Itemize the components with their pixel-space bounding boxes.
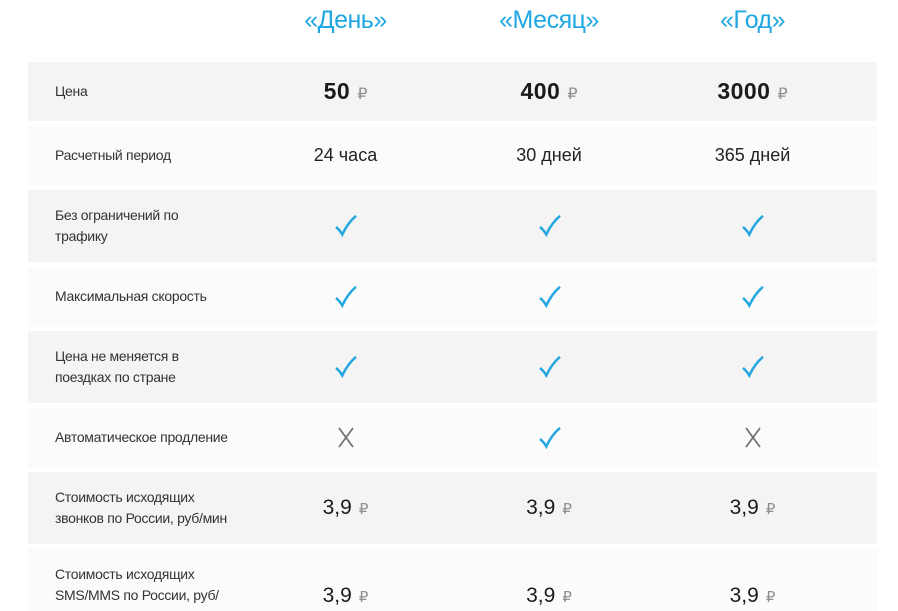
check-icon bbox=[742, 355, 764, 379]
table-row: Стоимость исходящих SMS/MMS по России, р… bbox=[28, 549, 877, 611]
price-value: 3,9 bbox=[322, 583, 352, 607]
row-cell: 3,9 ₽ bbox=[447, 496, 651, 520]
table-row: Максимальная скорость bbox=[28, 267, 877, 326]
row-label: Стоимость исходящих SMS/MMS по России, р… bbox=[55, 566, 219, 611]
check-icon bbox=[742, 285, 764, 308]
row-label: Расчетный период bbox=[55, 147, 171, 163]
row-label: Максимальная скорость bbox=[55, 288, 207, 304]
check-icon bbox=[538, 285, 561, 308]
ruble-sign: ₽ bbox=[358, 501, 369, 518]
column-header-month[interactable]: «Месяц» bbox=[499, 6, 599, 34]
cross-icon bbox=[744, 427, 761, 448]
ruble-sign: ₽ bbox=[562, 588, 572, 606]
column-header-year[interactable]: «Год» bbox=[719, 6, 786, 34]
price-value: 50 bbox=[323, 78, 351, 104]
row-cell bbox=[244, 214, 447, 238]
cell-text: 24 часа bbox=[313, 145, 378, 165]
column-header-day[interactable]: «День» bbox=[304, 6, 387, 34]
row-cell: 3,9 ₽ bbox=[651, 496, 854, 520]
table-row: Расчетный период 24 часа 30 дней 365 дне… bbox=[28, 126, 877, 185]
row-cell bbox=[447, 426, 651, 450]
check-icon bbox=[335, 214, 357, 238]
row-cell: 30 дней bbox=[447, 145, 651, 166]
check-icon bbox=[335, 285, 357, 308]
ruble-sign: ₽ bbox=[765, 501, 776, 518]
row-cell: 3,9 ₽ bbox=[447, 584, 651, 608]
row-label: Автоматическое продление bbox=[55, 429, 228, 445]
ruble-sign: ₽ bbox=[562, 501, 572, 518]
cross-icon bbox=[337, 427, 354, 448]
price-value: 3,9 bbox=[729, 583, 759, 607]
row-cell: 400 ₽ bbox=[447, 78, 651, 105]
table-row: Без ограничений по трафику bbox=[28, 190, 877, 262]
row-cell bbox=[651, 285, 854, 309]
ruble-sign: ₽ bbox=[777, 86, 788, 103]
price-value: 3000 bbox=[717, 78, 771, 104]
price-value: 400 bbox=[520, 78, 561, 104]
row-cell bbox=[651, 214, 854, 238]
row-cell: 365 дней bbox=[651, 145, 854, 166]
row-label: Цена bbox=[55, 83, 88, 99]
check-icon bbox=[538, 426, 561, 449]
check-icon bbox=[742, 214, 764, 238]
row-cell: 50 ₽ bbox=[244, 78, 447, 105]
tariff-comparison-table: «День» «Месяц» «Год» Цена 50 ₽ 400 ₽ 3000 ₽… bbox=[28, 0, 877, 611]
row-cell bbox=[244, 355, 447, 379]
check-icon bbox=[538, 214, 561, 238]
row-cell bbox=[244, 285, 447, 309]
ruble-sign: ₽ bbox=[567, 86, 578, 103]
ruble-sign: ₽ bbox=[357, 86, 368, 103]
row-cell bbox=[447, 214, 651, 238]
cell-text: 30 дней bbox=[516, 145, 582, 165]
cell-text: 365 дней bbox=[714, 145, 791, 165]
row-label: Цена не меняется в поездках по стране bbox=[55, 348, 179, 385]
check-icon bbox=[335, 355, 357, 379]
row-cell: 24 часа bbox=[244, 145, 447, 166]
table-row: Автоматическое продление bbox=[28, 408, 877, 467]
table-row: Стоимость исходящих звонков по России, р… bbox=[28, 472, 877, 544]
table-row: Цена 50 ₽ 400 ₽ 3000 ₽ bbox=[28, 62, 877, 121]
ruble-sign: ₽ bbox=[765, 588, 776, 606]
row-label: Без ограничений по трафику bbox=[55, 207, 179, 244]
row-cell: 3,9 ₽ bbox=[651, 584, 854, 608]
table-row: Цена не меняется в поездках по стране bbox=[28, 331, 877, 403]
row-cell bbox=[651, 426, 854, 449]
row-cell bbox=[651, 355, 854, 379]
row-label: Стоимость исходящих звонков по России, р… bbox=[55, 489, 227, 526]
ruble-sign: ₽ bbox=[358, 588, 369, 606]
row-cell bbox=[447, 285, 651, 309]
row-cell: 3,9 ₽ bbox=[244, 584, 447, 608]
row-cell: 3000 ₽ bbox=[651, 78, 854, 105]
row-cell bbox=[447, 355, 651, 379]
check-icon bbox=[538, 355, 561, 379]
table-header: «День» «Месяц» «Год» bbox=[28, 0, 877, 62]
price-value: 3,9 bbox=[526, 583, 556, 607]
row-cell: 3,9 ₽ bbox=[244, 496, 447, 520]
row-cell bbox=[244, 426, 447, 449]
price-value: 3,9 bbox=[322, 496, 352, 519]
price-value: 3,9 bbox=[729, 496, 759, 519]
price-value: 3,9 bbox=[526, 496, 556, 519]
table-body: Цена 50 ₽ 400 ₽ 3000 ₽ Расчетный период 24 … bbox=[28, 62, 877, 611]
